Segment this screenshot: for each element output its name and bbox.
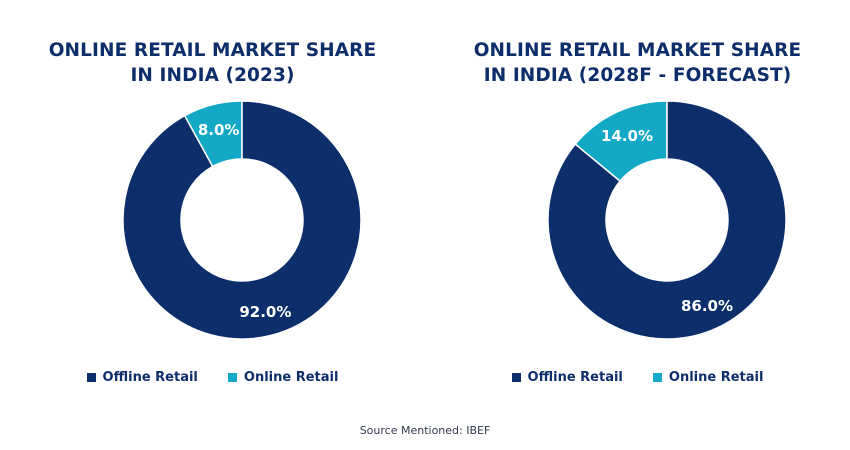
legend-label-online: Online Retail bbox=[668, 370, 764, 385]
slice-online-label: 14.0% bbox=[601, 127, 653, 145]
slice-online-label: 8.0% bbox=[198, 121, 240, 139]
legend-swatch-online bbox=[227, 373, 237, 382]
legend-item-offline: Offline Retail bbox=[86, 370, 198, 385]
chart-2023: ONLINE RETAIL MARKET SHARE IN INDIA (202… bbox=[0, 0, 425, 400]
legend-label-offline: Offline Retail bbox=[527, 370, 623, 385]
slice-offline bbox=[122, 100, 362, 340]
legend-item-offline: Offline Retail bbox=[511, 370, 623, 385]
legend-item-online: Online Retail bbox=[227, 370, 339, 385]
legend: Offline Retail Online Retail bbox=[425, 370, 850, 385]
slice-offline bbox=[547, 100, 787, 340]
source-note: Source Mentioned: IBEF bbox=[359, 424, 491, 437]
legend-label-online: Online Retail bbox=[243, 370, 339, 385]
chart-title: ONLINE RETAIL MARKET SHARE IN INDIA (202… bbox=[425, 38, 850, 88]
legend-label-offline: Offline Retail bbox=[102, 370, 198, 385]
slice-offline-label: 86.0% bbox=[681, 297, 733, 315]
chart-title-line-1: ONLINE RETAIL MARKET SHARE bbox=[48, 40, 377, 61]
chart-title-line-2: IN INDIA (2023) bbox=[130, 65, 295, 86]
chart-title: ONLINE RETAIL MARKET SHARE IN INDIA (202… bbox=[0, 38, 425, 88]
chart-title-line-2: IN INDIA (2028F - FORECAST) bbox=[483, 65, 792, 86]
chart-title-line-1: ONLINE RETAIL MARKET SHARE bbox=[473, 40, 802, 61]
legend-swatch-offline bbox=[511, 373, 521, 382]
chart-2028f: ONLINE RETAIL MARKET SHARE IN INDIA (202… bbox=[425, 0, 850, 400]
legend-swatch-online bbox=[652, 373, 662, 382]
legend: Offline Retail Online Retail bbox=[0, 370, 425, 385]
donut-chart: 8.0% 92.0% bbox=[122, 100, 362, 340]
legend-item-online: Online Retail bbox=[652, 370, 764, 385]
slice-offline-label: 92.0% bbox=[239, 303, 291, 321]
legend-swatch-offline bbox=[86, 373, 96, 382]
donut-chart: 14.0% 86.0% bbox=[547, 100, 787, 340]
